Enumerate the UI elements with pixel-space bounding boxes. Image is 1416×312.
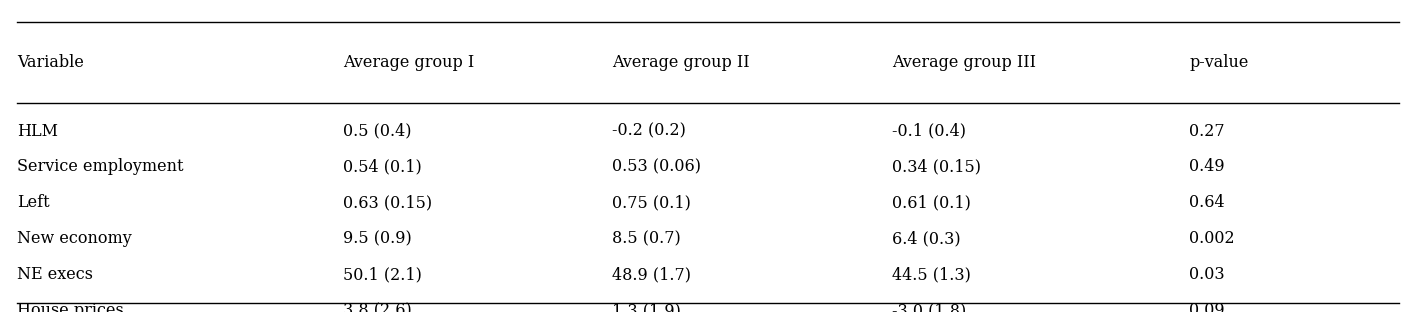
Text: 0.49: 0.49 xyxy=(1189,158,1225,175)
Text: 9.5 (0.9): 9.5 (0.9) xyxy=(343,230,412,247)
Text: New economy: New economy xyxy=(17,230,132,247)
Text: 44.5 (1.3): 44.5 (1.3) xyxy=(892,266,971,283)
Text: p-value: p-value xyxy=(1189,54,1249,71)
Text: 0.002: 0.002 xyxy=(1189,230,1235,247)
Text: 0.61 (0.1): 0.61 (0.1) xyxy=(892,194,971,211)
Text: 0.63 (0.15): 0.63 (0.15) xyxy=(343,194,432,211)
Text: 0.09: 0.09 xyxy=(1189,302,1225,312)
Text: -0.1 (0.4): -0.1 (0.4) xyxy=(892,123,966,139)
Text: 6.4 (0.3): 6.4 (0.3) xyxy=(892,230,960,247)
Text: Service employment: Service employment xyxy=(17,158,184,175)
Text: Average group III: Average group III xyxy=(892,54,1037,71)
Text: NE execs: NE execs xyxy=(17,266,93,283)
Text: 0.64: 0.64 xyxy=(1189,194,1225,211)
Text: 0.34 (0.15): 0.34 (0.15) xyxy=(892,158,981,175)
Text: Average group I: Average group I xyxy=(343,54,474,71)
Text: House prices: House prices xyxy=(17,302,123,312)
Text: 50.1 (2.1): 50.1 (2.1) xyxy=(343,266,422,283)
Text: 0.54 (0.1): 0.54 (0.1) xyxy=(343,158,422,175)
Text: Left: Left xyxy=(17,194,50,211)
Text: 8.5 (0.7): 8.5 (0.7) xyxy=(612,230,681,247)
Text: 0.75 (0.1): 0.75 (0.1) xyxy=(612,194,691,211)
Text: 3.8 (2.6): 3.8 (2.6) xyxy=(343,302,412,312)
Text: 0.27: 0.27 xyxy=(1189,123,1225,139)
Text: 0.53 (0.06): 0.53 (0.06) xyxy=(612,158,701,175)
Text: -0.2 (0.2): -0.2 (0.2) xyxy=(612,123,685,139)
Text: 0.5 (0.4): 0.5 (0.4) xyxy=(343,123,411,139)
Text: Average group II: Average group II xyxy=(612,54,749,71)
Text: HLM: HLM xyxy=(17,123,58,139)
Text: 0.03: 0.03 xyxy=(1189,266,1225,283)
Text: Variable: Variable xyxy=(17,54,84,71)
Text: 48.9 (1.7): 48.9 (1.7) xyxy=(612,266,691,283)
Text: 1.3 (1.9): 1.3 (1.9) xyxy=(612,302,681,312)
Text: -3.0 (1.8): -3.0 (1.8) xyxy=(892,302,966,312)
